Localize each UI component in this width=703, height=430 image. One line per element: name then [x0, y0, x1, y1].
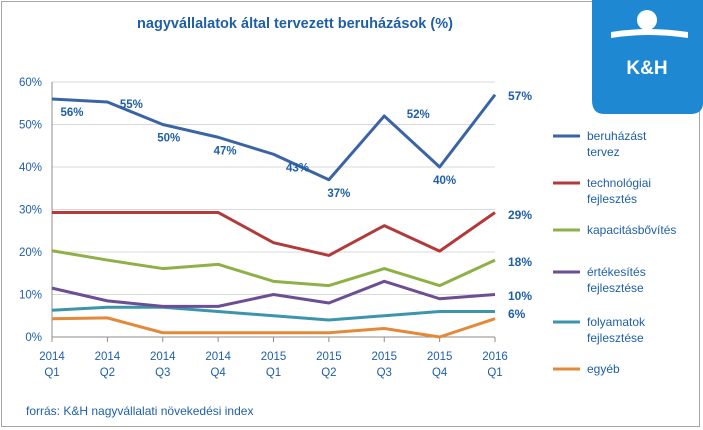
- x-tick-year: 2014: [95, 351, 121, 363]
- legend-item: beruházást tervez: [553, 129, 647, 159]
- y-tick-label: 0%: [25, 332, 42, 344]
- data-label: 47%: [214, 145, 237, 157]
- x-tick-quarter: Q3: [155, 367, 170, 379]
- x-tick-year: 2014: [205, 351, 231, 363]
- legend-item: kapacitásbővítés: [553, 223, 676, 237]
- legend-item: folyamatok fejlesztése: [553, 315, 646, 345]
- series-line-4: [51, 305, 495, 322]
- data-labels: 56% 55% 50% 47% 43% 37% 52% 40% 57% 29% 18% 10% 6%: [60, 89, 532, 321]
- legend: beruházást tervez technológiai fejlesztés ka…: [553, 129, 676, 376]
- legend-label: fejlesztése: [587, 331, 644, 345]
- x-tick-year: 2014: [39, 351, 65, 363]
- x-tick-year: 2016: [482, 351, 508, 363]
- series-line-1: [52, 210, 496, 257]
- y-axis: 0% 10% 20% 30% 40% 50% 60%: [19, 77, 42, 344]
- series-line-2: [51, 249, 496, 288]
- y-tick-label: 10%: [19, 290, 42, 302]
- kh-logo-badge: [592, 0, 703, 114]
- kh-logo-text: K&H: [626, 58, 667, 79]
- data-label: 52%: [407, 109, 430, 121]
- legend-label: kapacitásbővítés: [587, 223, 676, 237]
- data-label: 43%: [286, 162, 309, 174]
- x-tick-quarter: Q1: [44, 367, 59, 379]
- y-tick-label: 60%: [19, 77, 42, 89]
- x-tick-quarter: Q2: [321, 367, 336, 379]
- y-tick-label: 50%: [19, 120, 42, 132]
- kh-logo: K&H: [592, 0, 703, 114]
- source-note: forrás: K&H nagyvállalati növekedési ind…: [26, 404, 253, 418]
- end-label: 18%: [508, 255, 532, 269]
- legend-label: egyéb: [587, 362, 620, 376]
- legend-item: értékesítés fejlesztése: [553, 265, 646, 295]
- end-label: 10%: [508, 289, 532, 303]
- end-label: 6%: [508, 307, 526, 321]
- legend-item: technológiai fejlesztés: [553, 176, 651, 206]
- x-tick-quarter: Q2: [100, 367, 115, 379]
- legend-label: folyamatok: [587, 315, 646, 329]
- y-tick-label: 30%: [19, 205, 42, 217]
- series-line-5: [51, 316, 496, 339]
- chart-title: nagyvállalatok által tervezett beruházás…: [137, 16, 453, 32]
- kh-logo-swoosh-icon: [611, 29, 688, 38]
- x-tick-year: 2015: [427, 351, 453, 363]
- series-line-3: [51, 279, 496, 308]
- data-label: 37%: [327, 188, 350, 200]
- x-tick-quarter: Q1: [266, 367, 281, 379]
- end-label: 29%: [508, 208, 532, 222]
- x-tick-quarter: Q4: [432, 367, 448, 379]
- data-label: 55%: [120, 99, 143, 111]
- series-line-0: [51, 93, 497, 182]
- legend-label: fejlesztése: [587, 281, 644, 295]
- x-tick-quarter: Q1: [487, 367, 502, 379]
- data-label: 40%: [433, 175, 456, 187]
- legend-label: tervez: [587, 145, 620, 159]
- end-label: 57%: [508, 89, 532, 103]
- x-tick-year: 2014: [150, 351, 176, 363]
- x-axis: 2014 Q1 2014 Q2 2014 Q3 2014 Q4 2015 Q1 2015 Q2 2015…: [39, 337, 508, 379]
- series-lines: [51, 93, 497, 339]
- legend-label: beruházást: [587, 129, 647, 143]
- legend-label: technológiai: [587, 176, 651, 190]
- legend-label: értékesítés: [587, 265, 646, 279]
- y-tick-label: 40%: [19, 162, 42, 174]
- kh-logo-dot-icon: [637, 10, 657, 30]
- legend-label: fejlesztés: [587, 192, 637, 206]
- y-tick-label: 20%: [19, 247, 42, 259]
- data-label: 56%: [60, 107, 83, 119]
- data-label: 50%: [157, 133, 180, 145]
- x-tick-quarter: Q4: [210, 367, 226, 379]
- x-tick-year: 2015: [316, 351, 342, 363]
- x-tick-year: 2015: [261, 351, 287, 363]
- x-tick-quarter: Q3: [377, 367, 392, 379]
- x-tick-year: 2015: [371, 351, 397, 363]
- legend-item: egyéb: [553, 362, 620, 376]
